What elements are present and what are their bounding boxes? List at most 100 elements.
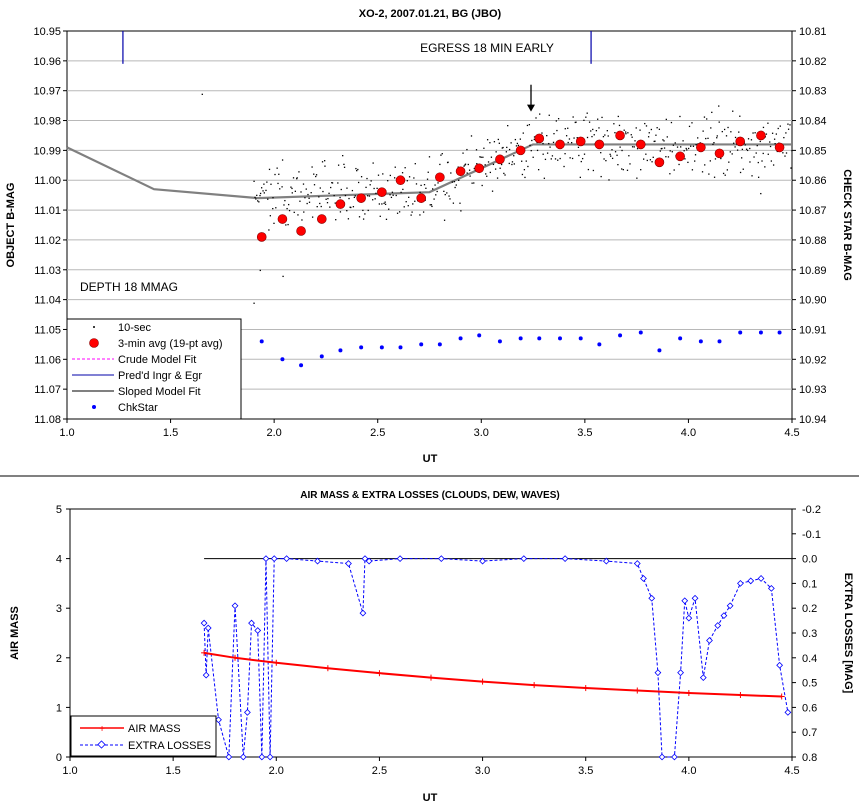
extra-losses-point [479, 557, 486, 565]
ten-sec-point [306, 202, 308, 205]
ten-sec-point [335, 219, 337, 221]
chkstar-point [398, 345, 403, 350]
ten-sec-point [765, 133, 768, 135]
ten-sec-point [665, 156, 667, 158]
ten-sec-point [495, 151, 497, 153]
ten-sec-point [756, 144, 758, 147]
top-xlabel: UT [423, 453, 438, 465]
ten-sec-point [741, 148, 744, 151]
ten-sec-point [401, 172, 404, 174]
ten-sec-point [484, 164, 486, 166]
ten-sec-point [357, 181, 360, 184]
ten-sec-point [686, 149, 688, 151]
ten-sec-point [436, 190, 438, 193]
ten-sec-point [741, 157, 743, 159]
ten-sec-point [569, 157, 571, 159]
ten-sec-point [532, 156, 534, 158]
ten-sec-point [425, 187, 427, 189]
ten-sec-point [731, 153, 733, 155]
top-left-axis-ticks: 10.95 10.96 10.97 10.98 10.99 11.00 11.01 11.02… [33, 26, 67, 426]
ten-sec-point [331, 182, 334, 184]
ten-sec-point [326, 202, 329, 204]
ten-sec-point [339, 196, 341, 199]
ten-sec-point [319, 187, 321, 189]
ten-sec-point [619, 146, 621, 148]
ten-sec-point [667, 156, 670, 158]
ten-sec-point [389, 174, 391, 177]
ten-sec-point [602, 135, 605, 138]
ten-sec-point [541, 132, 543, 134]
ten-sec-point [559, 157, 561, 160]
ten-sec-point [379, 215, 381, 217]
ten-sec-point [201, 93, 203, 95]
ten-sec-point [378, 203, 381, 205]
ten-sec-point [435, 194, 437, 196]
ten-sec-point [583, 153, 586, 155]
ten-sec-point [611, 157, 614, 160]
bottom-xtick-label: 2.0 [269, 765, 284, 777]
ten-sec-point [653, 140, 655, 143]
ten-sec-point [481, 184, 483, 187]
ten-sec-point [722, 172, 725, 175]
ten-sec-point [757, 161, 759, 164]
top-ytick-label: 10.97 [33, 86, 61, 98]
ten-sec-point [771, 132, 774, 134]
ten-sec-point [422, 211, 425, 213]
ten-sec-point [577, 146, 580, 149]
ten-sec-point [311, 216, 314, 218]
ten-sec-point [752, 132, 754, 134]
ten-sec-point [279, 188, 281, 190]
three-min-avg-point [735, 136, 746, 147]
bottom-y2tick-label: 0.6 [802, 702, 817, 714]
extra-losses-point [747, 577, 755, 585]
ten-sec-point [515, 145, 518, 147]
ten-sec-point [613, 123, 615, 125]
ten-sec-point [614, 132, 616, 134]
chkstar-point [319, 354, 324, 359]
top-y2tick-label: 10.85 [799, 145, 827, 157]
extra-losses-point [254, 627, 262, 634]
ten-sec-point [603, 158, 605, 160]
ten-sec-point [565, 135, 568, 137]
ten-sec-point [690, 145, 692, 147]
ten-sec-point [714, 158, 717, 160]
ten-sec-point [352, 206, 355, 208]
three-min-avg-point [455, 166, 466, 177]
ten-sec-point [761, 160, 763, 162]
ten-sec-point [263, 192, 265, 194]
ten-sec-point [329, 206, 331, 208]
ten-sec-point [463, 165, 465, 167]
ten-sec-point [430, 204, 433, 206]
extra-losses-point [784, 708, 792, 716]
extra-losses-point [258, 753, 266, 761]
ten-sec-point [773, 138, 776, 140]
legend-airmass-label: AIR MASS [128, 723, 181, 735]
ten-sec-point [260, 187, 263, 189]
ten-sec-point [738, 131, 740, 133]
ten-sec-point [622, 168, 624, 171]
three-min-avg-point [495, 154, 505, 165]
extra-losses-point [691, 594, 699, 602]
ten-sec-point [304, 197, 306, 199]
ten-sec-point [369, 184, 371, 186]
ten-sec-point [549, 146, 551, 148]
ten-sec-point [301, 219, 303, 221]
ten-sec-point [270, 183, 272, 185]
extra-losses-point [361, 555, 369, 562]
top-ytick-label: 11.01 [34, 205, 61, 217]
ten-sec-point [340, 188, 342, 191]
chkstar-point [477, 333, 482, 338]
ten-sec-point [373, 187, 375, 190]
ten-sec-point [398, 211, 401, 213]
ten-sec-point [772, 164, 775, 166]
ten-sec-point [262, 190, 264, 192]
chkstar-point [259, 339, 264, 344]
ten-sec-point [291, 192, 293, 194]
egress-arrow [527, 84, 535, 112]
ten-sec-point [302, 183, 305, 185]
ten-sec-point [556, 129, 558, 132]
ten-sec-point [494, 168, 497, 170]
ten-sec-point [462, 152, 464, 154]
air-mass-series [201, 649, 785, 700]
ten-sec-point [733, 142, 735, 144]
